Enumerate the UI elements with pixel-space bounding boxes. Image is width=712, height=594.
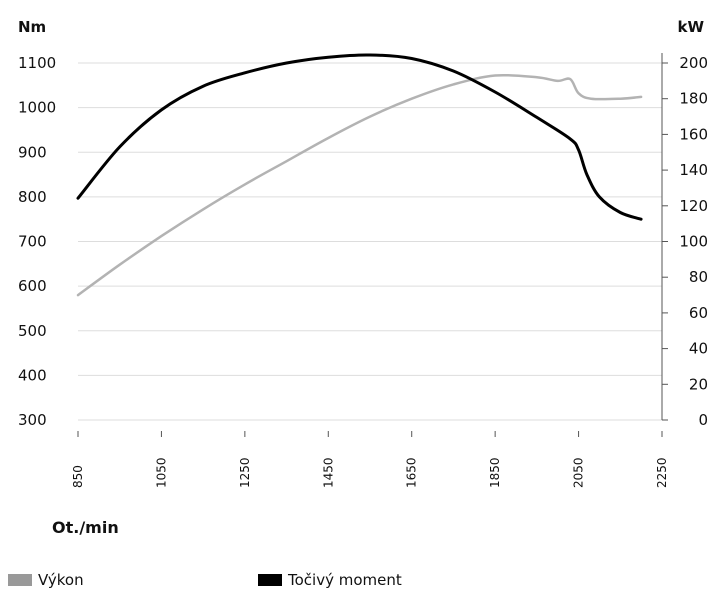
x-tick-label: 2050: [572, 457, 586, 488]
left-axis-unit: Nm: [18, 18, 46, 36]
right-y-tick-label: 20: [689, 375, 708, 393]
x-tick-label: 2250: [655, 457, 669, 488]
x-axis-title: Ot./min: [52, 518, 119, 537]
right-y-tick-label: 100: [679, 233, 708, 251]
right-y-tick-label: 120: [679, 197, 708, 215]
right-y-tick-label: 60: [689, 304, 708, 322]
x-tick-label: 1050: [154, 457, 168, 488]
x-tick-label: 1450: [321, 457, 335, 488]
legend-item-power: Výkon: [8, 571, 84, 589]
right-y-tick-label: 40: [689, 340, 708, 358]
x-tick-label: 1650: [405, 457, 419, 488]
left-y-tick-label: 700: [18, 233, 47, 251]
right-y-tick-label: 0: [698, 411, 708, 429]
power-line: [76, 73, 643, 297]
torque-line: [76, 53, 643, 221]
right-y-axis: 0 20 40 60 80 100 120 140 160 180 200: [661, 53, 708, 429]
left-y-axis: 300 400 500 600 700 800 900 1000 1100: [18, 54, 56, 429]
right-y-tick-label: 200: [679, 54, 708, 72]
x-axis: 850 1050 1250 1450 1650 1850 2050 2250: [71, 431, 669, 488]
right-axis-unit: kW: [677, 18, 704, 36]
x-tick-label: 850: [71, 465, 85, 488]
series-lines: [76, 53, 643, 297]
right-y-tick-label: 140: [679, 161, 708, 179]
legend-label-power: Výkon: [38, 571, 84, 589]
right-y-tick-label: 160: [679, 125, 708, 143]
legend-swatch-power: [8, 574, 32, 586]
left-y-tick-label: 1000: [18, 99, 56, 117]
left-y-tick-label: 1100: [18, 54, 56, 72]
legend-swatch-torque: [258, 574, 282, 586]
left-y-tick-label: 300: [18, 411, 47, 429]
left-y-tick-label: 400: [18, 366, 47, 384]
legend-label-torque: Točivý moment: [288, 571, 402, 589]
gridlines: [78, 62, 662, 421]
x-tick-label: 1250: [238, 457, 252, 488]
left-y-tick-label: 600: [18, 277, 47, 295]
legend-item-torque: Točivý moment: [258, 571, 402, 589]
right-y-tick-label: 80: [689, 268, 708, 286]
right-y-tick-label: 180: [679, 90, 708, 108]
x-tick-label: 1850: [488, 457, 502, 488]
left-y-tick-label: 800: [18, 188, 47, 206]
left-y-tick-label: 500: [18, 322, 47, 340]
left-y-tick-label: 900: [18, 143, 47, 161]
